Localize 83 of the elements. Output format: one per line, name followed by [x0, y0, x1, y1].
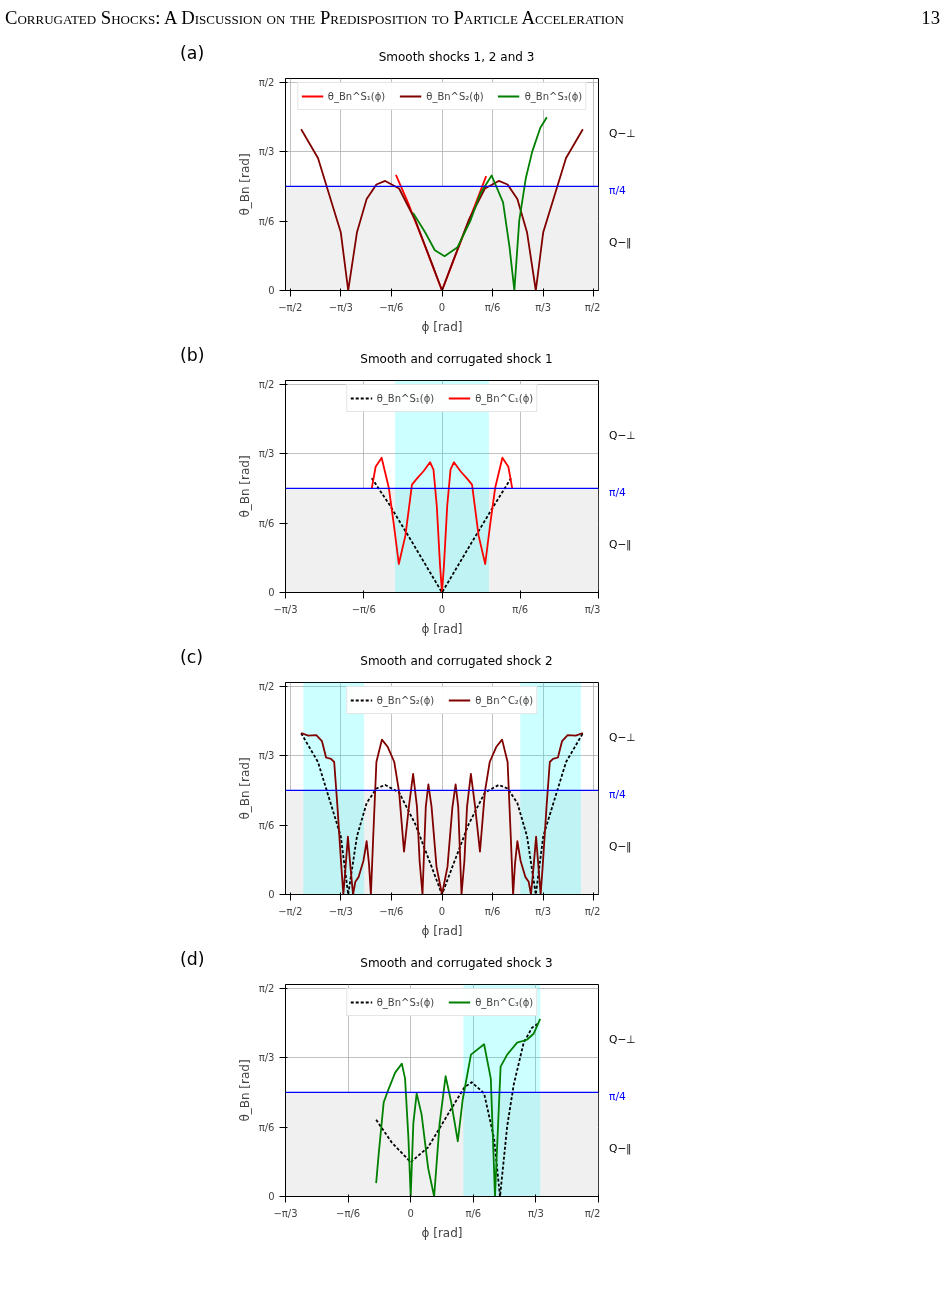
y-tick-label: π/3: [258, 146, 275, 158]
y-tick-label: 0: [268, 1191, 275, 1202]
band-label: Q−∥: [609, 1141, 632, 1157]
text: Q−⊥: [609, 730, 636, 746]
x-tick-label: 0: [438, 905, 446, 917]
y-tick-label: π/2: [258, 680, 275, 692]
legend-label: θ_Bn^S₂(ϕ): [426, 90, 484, 102]
legend-label: θ_Bn^S₃(ϕ): [524, 90, 583, 102]
chart-title: Smooth shocks 1, 2 and 3: [377, 49, 536, 66]
x-tick-label: π/3: [535, 301, 552, 313]
text: 13: [921, 6, 940, 30]
y-tick-label: 0: [268, 889, 275, 900]
legend-label: θ_Bn^S₃(ϕ): [376, 996, 435, 1008]
y-tick-label: π/6: [258, 1121, 275, 1133]
x-tick-label: −π/6: [379, 905, 404, 917]
y-axis-title: θ_Bn [rad]: [237, 757, 252, 820]
y-axis-title: θ_Bn [rad]: [237, 153, 252, 216]
chart-title: Smooth and corrugated shock 1: [359, 351, 554, 368]
x-tick-label: −π/6: [351, 603, 376, 615]
x-tick-label: 0: [407, 1207, 414, 1219]
y-tick-label: 0: [268, 587, 275, 598]
text: (b): [180, 344, 205, 367]
line-series: [412, 116, 548, 291]
y-tick-label: π/3: [258, 448, 275, 460]
text: Q−⊥: [609, 126, 636, 142]
y-tick-label: π/6: [258, 215, 275, 227]
legend-label: θ_Bn^C₂(ϕ): [475, 694, 534, 706]
x-axis-title: ϕ [rad]: [421, 319, 463, 334]
ref-line-label: π/4: [609, 1089, 626, 1105]
band-label: Q−∥: [609, 537, 632, 553]
y-tick-label: 0: [268, 285, 275, 296]
x-tick-label: −π/3: [273, 1207, 298, 1219]
text: (a): [180, 42, 205, 65]
x-tick-label: π/6: [484, 301, 501, 313]
x-tick-label: π/3: [584, 603, 601, 615]
legend-label: θ_Bn^C₁(ϕ): [475, 392, 534, 404]
x-tick-label: π/6: [484, 905, 501, 917]
x-tick-label: −π/6: [379, 301, 404, 313]
y-tick-label: π/2: [258, 76, 275, 88]
y-tick-label: π/2: [258, 982, 275, 994]
legend-label: θ_Bn^C₃(ϕ): [475, 996, 534, 1008]
x-tick-label: −π/3: [273, 603, 298, 615]
x-tick-label: π/6: [465, 1207, 482, 1219]
text: (d): [180, 948, 205, 971]
x-tick-label: π/2: [584, 301, 601, 313]
x-axis-title: ϕ [rad]: [421, 923, 463, 938]
y-tick-label: π/3: [258, 1052, 275, 1064]
y-tick-label: π/3: [258, 750, 275, 762]
legend-label: θ_Bn^S₁(ϕ): [327, 90, 386, 102]
x-tick-label: π/6: [512, 603, 529, 615]
text: Corrugated Shocks: A Discussion on the Predisposition to Particle Acceleration: [5, 6, 624, 30]
x-tick-label: −π/3: [328, 905, 353, 917]
x-tick-label: π/3: [535, 905, 552, 917]
x-tick-label: 0: [438, 301, 446, 313]
y-axis-title: θ_Bn [rad]: [237, 455, 252, 518]
text: (c): [180, 646, 204, 669]
x-tick-label: −π/3: [328, 301, 353, 313]
y-tick-label: π/6: [258, 819, 275, 831]
line-series: [370, 456, 514, 593]
legend-label: θ_Bn^S₂(ϕ): [376, 694, 435, 706]
band-label: Q−∥: [609, 839, 632, 855]
x-tick-label: π/3: [528, 1207, 544, 1219]
chart-title: Smooth and corrugated shock 2: [359, 653, 554, 670]
x-tick-label: π/2: [584, 905, 601, 917]
x-axis-title: ϕ [rad]: [421, 621, 463, 636]
x-tick-label: π/2: [584, 1207, 601, 1219]
x-tick-label: −π/2: [278, 301, 303, 313]
y-axis-title: θ_Bn [rad]: [237, 1059, 252, 1122]
x-axis-title: ϕ [rad]: [421, 1225, 463, 1240]
x-tick-label: 0: [438, 603, 446, 615]
line-series: [300, 128, 584, 291]
ref-line-label: π/4: [609, 485, 626, 501]
y-tick-label: π/2: [258, 378, 275, 390]
text: Q−⊥: [609, 428, 636, 444]
x-tick-label: −π/6: [336, 1207, 361, 1219]
legend-label: θ_Bn^S₁(ϕ): [376, 392, 435, 404]
band-label: Q−∥: [609, 235, 632, 251]
y-tick-label: π/6: [258, 517, 275, 529]
ref-line-label: π/4: [609, 183, 626, 199]
text: Q−⊥: [609, 1032, 636, 1048]
x-tick-label: −π/2: [278, 905, 303, 917]
chart-title: Smooth and corrugated shock 3: [359, 955, 554, 972]
ref-line-label: π/4: [609, 787, 626, 803]
